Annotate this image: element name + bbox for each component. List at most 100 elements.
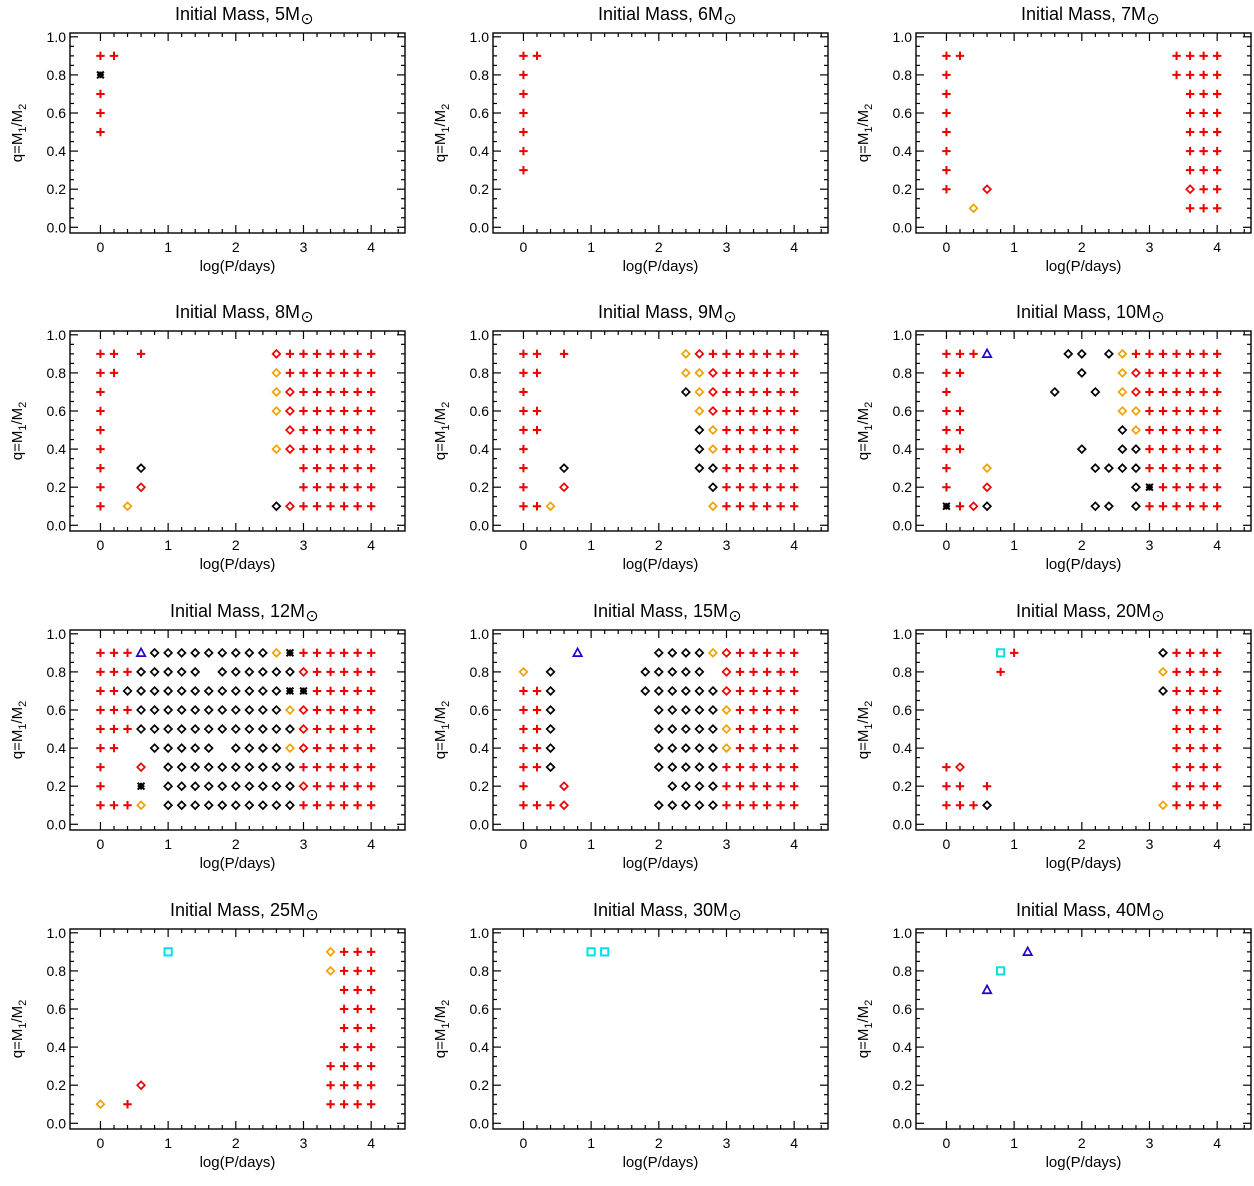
marker-diamond (203, 704, 214, 716)
marker-diamond (680, 762, 691, 773)
marker-diamond (1103, 501, 1114, 512)
marker-plus (1212, 127, 1222, 137)
marker-plus (1199, 743, 1208, 753)
marker-plus (339, 648, 349, 658)
y-tick-label: 0.0 (470, 816, 490, 832)
data-points (96, 51, 119, 137)
y-tick-label: 1.0 (893, 29, 913, 45)
marker-plus (109, 51, 119, 61)
sun-symbol-dot (1152, 18, 1155, 20)
marker-plus (366, 387, 376, 397)
marker-triangle (571, 646, 584, 658)
marker-plus (789, 368, 799, 378)
marker-plus (1199, 502, 1208, 511)
marker-diamond (680, 386, 691, 397)
chart-panel-25msun: Initial Mass, 25M 0 1 2 3 4 0.0 0.2 0.4 0.6 0.8 1.0… (0, 896, 408, 1186)
marker-plus (762, 686, 772, 696)
marker-plus (722, 781, 731, 791)
marker-diamond (680, 724, 691, 735)
marker-plus (1199, 686, 1208, 696)
x-tick-label: 1 (164, 239, 172, 255)
marker-plus (1199, 781, 1208, 791)
chart-panel-20msun: Initial Mass, 20M 0 1 2 3 4 0.0 0.2 0.4 0.6 0.8 1.0… (846, 597, 1254, 887)
marker-plus (326, 801, 335, 810)
marker-plus (1185, 368, 1195, 378)
marker-plus (776, 444, 785, 454)
marker-diamond (545, 724, 556, 735)
marker-diamond (203, 762, 214, 773)
marker-plus (96, 502, 105, 511)
x-tick-label: 0 (97, 836, 105, 852)
marker-plus (776, 762, 785, 772)
marker-diamond (707, 685, 718, 696)
marker-diamond (1158, 647, 1169, 658)
marker-plus (519, 762, 528, 772)
marker-diamond (284, 501, 295, 512)
marker-plus (762, 482, 772, 492)
marker-plus (735, 686, 745, 696)
marker-plus (96, 127, 105, 137)
marker-plus (1199, 705, 1208, 715)
marker-plus (353, 762, 362, 772)
marker-plus (1158, 482, 1168, 492)
marker-plus (326, 406, 335, 416)
marker-plus (299, 502, 308, 511)
marker-diamond (136, 800, 147, 811)
marker-plus (1199, 425, 1208, 435)
plot-frame (69, 928, 406, 1130)
marker-diamond (176, 743, 187, 754)
marker-diamond (190, 743, 201, 754)
marker-plus (749, 349, 758, 359)
y-tick-label: 0.8 (470, 664, 490, 680)
marker-diamond (694, 666, 705, 677)
marker-plus (735, 762, 745, 772)
sun-symbol-icon (306, 909, 318, 921)
marker-diamond (271, 685, 282, 696)
y-tick-label: 0.2 (470, 778, 490, 794)
marker-plus (1158, 406, 1168, 416)
chart-title: Initial Mass, 20M (1016, 601, 1151, 621)
marker-diamond (284, 762, 295, 773)
x-tick-label: 0 (520, 239, 528, 255)
marker-plus (1212, 146, 1222, 156)
marker-plus (353, 1061, 362, 1071)
marker-plus (1145, 349, 1154, 359)
marker-diamond (257, 647, 268, 658)
marker-plus (299, 801, 308, 810)
marker-plus (96, 686, 105, 696)
marker-plus (339, 762, 349, 772)
marker-plus (942, 762, 951, 772)
chart-title: Initial Mass, 30M (593, 900, 728, 920)
marker-plus (326, 387, 335, 397)
y-tick-label: 0.6 (893, 105, 913, 121)
marker-diamond (653, 762, 664, 773)
marker-plus (339, 705, 349, 715)
x-tick-label: 2 (655, 836, 663, 852)
marker-plus (353, 705, 362, 715)
y-tick-label: 0.8 (893, 67, 913, 83)
marker-plus (532, 502, 542, 511)
marker-diamond (721, 743, 732, 754)
marker-plus (762, 349, 772, 359)
marker-plus (1212, 204, 1222, 213)
marker-diamond (680, 704, 691, 716)
marker-plus (1145, 502, 1154, 511)
marker-plus (735, 387, 745, 397)
marker-plus (749, 705, 758, 715)
marker-plus (1212, 463, 1222, 473)
marker-plus (519, 165, 528, 175)
x-tick-label: 2 (1078, 239, 1086, 255)
marker-plus (1212, 502, 1222, 511)
y-tick-label: 0.6 (470, 1001, 490, 1017)
marker-plus (942, 184, 951, 194)
marker-diamond (244, 800, 255, 811)
marker-diamond (230, 743, 241, 754)
x-axis-label: log(P/days) (1046, 855, 1122, 872)
marker-diamond (680, 781, 691, 792)
marker-diamond (271, 386, 282, 397)
marker-plus (1212, 667, 1222, 677)
marker-plus (519, 463, 528, 473)
marker-plus (326, 781, 335, 791)
marker-plus (722, 482, 731, 492)
marker-plus (353, 368, 362, 378)
